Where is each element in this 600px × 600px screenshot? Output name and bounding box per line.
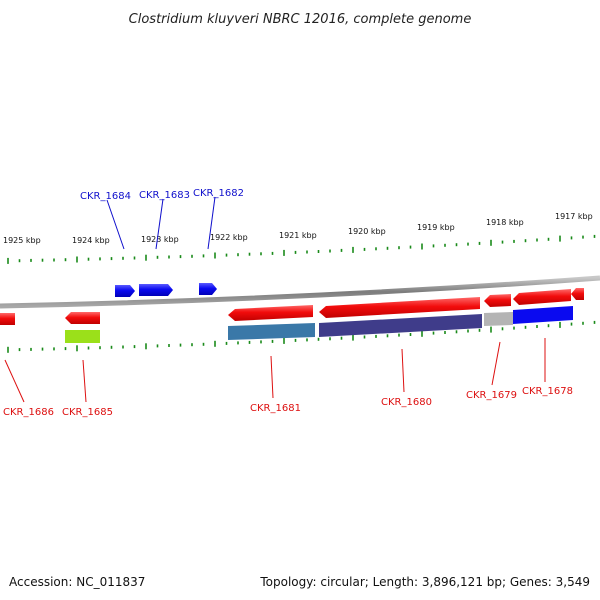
gene-arrow-ckr-1679[interactable] — [484, 294, 511, 307]
kbp-label: 1923 kbp — [141, 235, 179, 244]
genome-summary-text: Topology: circular; Length: 3,896,121 bp… — [259, 575, 590, 589]
map-title: Clostridium kluyveri NBRC 12016, complet… — [129, 12, 472, 27]
gene-label-ckr-1685[interactable]: CKR_1685 — [62, 407, 113, 418]
leader-line — [82, 359, 87, 403]
gene-label-ckr-1682[interactable]: CKR_1682 — [193, 188, 244, 199]
kbp-label: 1917 kbp — [555, 212, 593, 221]
forward-gene-labels: CKR_1684 CKR_1683 CKR_1682 — [80, 188, 244, 250]
kbp-label: 1920 kbp — [348, 227, 386, 236]
gene-arrow-ckr-1678[interactable] — [513, 289, 571, 305]
kbp-label: 1918 kbp — [486, 218, 524, 227]
gene-label-ckr-1683[interactable]: CKR_1683 — [139, 190, 190, 201]
gene-label-ckr-1679[interactable]: CKR_1679 — [466, 390, 517, 401]
kbp-label: 1924 kbp — [72, 236, 110, 245]
gene-arrow-ckr-1681[interactable] — [228, 305, 313, 321]
gene-label-ckr-1678[interactable]: CKR_1678 — [522, 386, 573, 397]
kbp-label: 1925 kbp — [3, 236, 41, 245]
reverse-gene-labels: CKR_1686 CKR_1685 CKR_1681 CKR_1680 CKR_… — [3, 338, 573, 418]
genome-backbone — [0, 275, 600, 309]
leader-line — [4, 359, 25, 403]
gene-arrow-ckr-1677-partial[interactable] — [571, 288, 584, 300]
function-bar-ckr-1680 — [319, 314, 482, 337]
gene-arrow-ckr-1686[interactable] — [0, 313, 15, 325]
kbp-label: 1921 kbp — [279, 231, 317, 240]
accession-text: Accession: NC_011837 — [9, 575, 145, 589]
function-bar-ckr-1681 — [228, 323, 315, 340]
gene-label-ckr-1680[interactable]: CKR_1680 — [381, 397, 432, 408]
gene-label-ckr-1684[interactable]: CKR_1684 — [80, 191, 131, 202]
gene-arrow-ckr-1680[interactable] — [319, 297, 480, 318]
kbp-label: 1922 kbp — [210, 233, 248, 242]
function-category-bars — [65, 306, 573, 343]
gene-arrow-ckr-1685[interactable] — [65, 312, 100, 324]
inner-tick-row — [7, 320, 596, 353]
outer-tick-row — [7, 234, 596, 264]
leader-line — [491, 341, 501, 386]
leader-line — [207, 196, 216, 250]
forward-genes — [115, 283, 217, 297]
leader-line — [106, 199, 125, 250]
gene-arrow-ckr-1683[interactable] — [139, 284, 173, 296]
gene-arrow-ckr-1682[interactable] — [199, 283, 217, 295]
kbp-label: 1919 kbp — [417, 223, 455, 232]
leader-line — [155, 198, 164, 250]
gene-arrow-ckr-1684[interactable] — [115, 285, 135, 297]
gene-label-ckr-1681[interactable]: CKR_1681 — [250, 403, 301, 414]
reverse-genes — [0, 288, 584, 325]
leader-line — [401, 348, 405, 393]
function-bar-ckr-1679 — [484, 312, 513, 326]
function-bar-ckr-1685 — [65, 330, 100, 343]
gene-label-ckr-1686[interactable]: CKR_1686 — [3, 407, 54, 418]
function-bar-ckr-1678 — [513, 306, 573, 324]
leader-line — [270, 355, 274, 399]
kbp-scale: 1925 kbp 1924 kbp 1923 kbp 1922 kbp 1921… — [3, 212, 593, 245]
